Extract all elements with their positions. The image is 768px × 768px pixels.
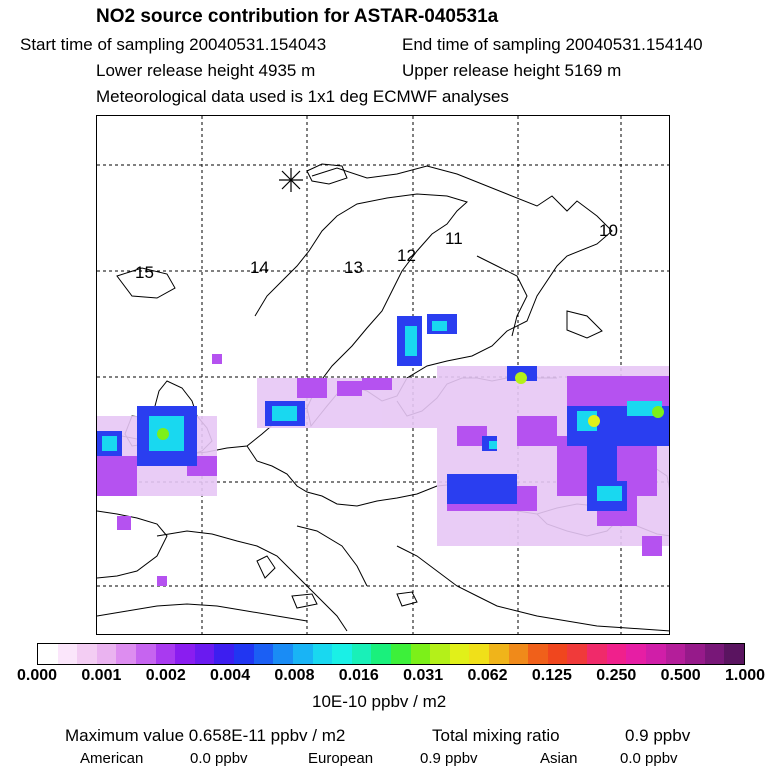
colorbar-cell [332, 644, 352, 664]
colorbar-cell [96, 644, 117, 664]
upper-height-label: Upper release height 5169 m [402, 61, 622, 80]
colorbar-cell [645, 644, 666, 664]
release-star-icon [279, 168, 303, 192]
total-mixing-label: Total mixing ratio [432, 726, 560, 745]
trajectory-label-11: 11 [445, 229, 463, 248]
colorbar-cell [567, 644, 588, 664]
colorbar-cell [390, 644, 411, 664]
colorbar-cell [253, 644, 274, 664]
asian-value: 0.0 ppbv [620, 750, 678, 767]
colorbar-cell [136, 644, 156, 664]
end-time-label: End time of sampling 20040531.154140 [402, 35, 703, 54]
colorbar-cell [724, 644, 744, 664]
trajectory-label-14: 14 [250, 258, 269, 277]
no2-plume [97, 314, 669, 586]
colorbar-cell [508, 644, 529, 664]
colorbar-cell [155, 644, 176, 664]
european-label: European [308, 750, 374, 767]
american-value: 0.0 ppbv [190, 750, 248, 767]
total-mixing-value: 0.9 ppbv [625, 726, 691, 745]
colorbar-tick-label: 1.000 [724, 667, 766, 684]
colorbar-cell [57, 644, 78, 664]
colorbar-cell [292, 644, 313, 664]
colorbar-cell [685, 644, 705, 664]
colorbar-cell [430, 644, 450, 664]
colorbar-cell [410, 644, 431, 664]
colorbar-tick-label: 0.016 [338, 667, 379, 684]
colorbar-cell [587, 644, 607, 664]
trajectory-labels: 15 14 13 12 11 10 [135, 221, 618, 282]
colorbar-cell [194, 644, 215, 664]
colorbar-cell [351, 644, 372, 664]
trajectory-label-10: 10 [599, 221, 618, 240]
met-data-label: Meteorological data used is 1x1 deg ECMW… [96, 87, 509, 106]
colorbar-tick-label: 0.001 [81, 667, 122, 684]
colorbar-cell [528, 644, 548, 664]
colorbar-cell [273, 644, 293, 664]
colorbar-cell [704, 644, 725, 664]
asian-label: Asian [540, 750, 578, 767]
colorbar-cell [38, 644, 58, 664]
colorbar-tick-label: 0.008 [274, 667, 315, 684]
colorbar-tick-label: 0.062 [467, 667, 508, 684]
colorbar-cell [547, 644, 568, 664]
colorbar-tick-label: 0.031 [403, 667, 444, 684]
colorbar [37, 643, 745, 665]
colorbar-cell [489, 644, 509, 664]
map-panel: 15 14 13 12 11 10 [96, 115, 670, 635]
colorbar-tick-label: 0.004 [210, 667, 251, 684]
lower-height-label: Lower release height 4935 m [96, 61, 316, 80]
european-value: 0.9 ppbv [420, 750, 478, 767]
colorbar-cell [116, 644, 137, 664]
map-svg: 15 14 13 12 11 10 [97, 116, 669, 634]
colorbar-cell [175, 644, 195, 664]
colorbar-cell [371, 644, 391, 664]
colorbar-cell [234, 644, 254, 664]
colorbar-cell [665, 644, 686, 664]
colorbar-tick-label: 0.002 [145, 667, 186, 684]
page-title: NO2 source contribution for ASTAR-040531… [96, 6, 499, 27]
colorbar-cell [449, 644, 470, 664]
colorbar-tick-label: 0.125 [531, 667, 572, 684]
colorbar-unit-label: 10E-10 ppbv / m2 [312, 692, 447, 711]
colorbar-cell [606, 644, 627, 664]
american-label: American [80, 750, 144, 767]
colorbar-tick-label: 0.500 [660, 667, 701, 684]
colorbar-tick-label: 0.250 [596, 667, 637, 684]
trajectory-label-15: 15 [135, 263, 154, 282]
colorbar-cell [626, 644, 646, 664]
colorbar-cell [214, 644, 235, 664]
colorbar-cell [469, 644, 490, 664]
trajectory-label-12: 12 [397, 246, 416, 265]
colorbar-tick-label: 0.000 [16, 667, 58, 684]
max-value-label: Maximum value 0.658E-11 ppbv / m2 [65, 726, 346, 745]
start-time-label: Start time of sampling 20040531.154043 [20, 35, 327, 54]
colorbar-cell [312, 644, 333, 664]
colorbar-cell [77, 644, 97, 664]
trajectory-label-13: 13 [344, 258, 363, 277]
